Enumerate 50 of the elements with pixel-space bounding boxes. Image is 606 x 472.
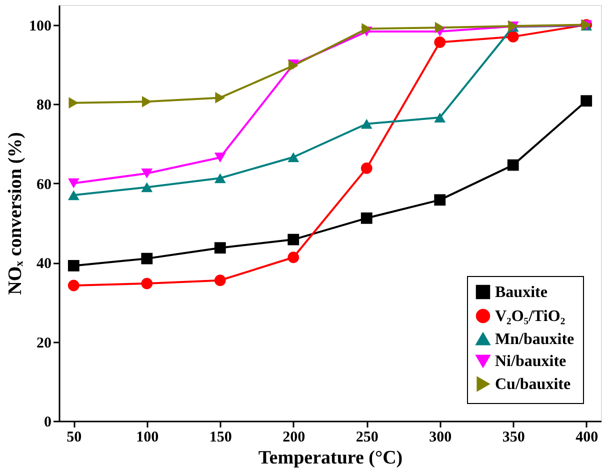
y-tick-label: 80 (36, 98, 52, 114)
legend-label: V₂O₅/TiO₂ (495, 308, 566, 325)
point (288, 152, 300, 162)
x-tick-label: 150 (209, 430, 232, 446)
x-axis-title: Temperature (°C) (258, 448, 403, 468)
y-tick-label: 0 (44, 414, 52, 430)
point (141, 252, 153, 264)
legend-label: Cu/bauxite (495, 376, 571, 393)
point (215, 92, 226, 104)
legend-label: Mn/bauxite (495, 331, 574, 348)
x-tick-label: 400 (576, 430, 598, 446)
point (360, 118, 372, 129)
point (68, 280, 80, 292)
x-tick-label: 300 (429, 430, 452, 446)
point (141, 182, 153, 192)
point (68, 97, 79, 109)
y-tick-label: 20 (36, 335, 52, 352)
point (434, 194, 446, 206)
point (507, 31, 519, 42)
y-axis-title: NOₓ conversion (%) (5, 132, 26, 295)
point (141, 168, 153, 178)
legend-label: Ni/bauxite (495, 353, 566, 370)
point (214, 152, 226, 162)
point (68, 260, 80, 272)
y-tick-label: 40 (36, 256, 52, 272)
x-tick-label: 250 (356, 430, 378, 446)
point (360, 162, 372, 174)
x-tick-label: 200 (282, 430, 306, 446)
point (580, 95, 592, 107)
x-tick-label: 100 (136, 430, 159, 446)
point (362, 23, 372, 34)
point (288, 252, 300, 264)
legend-label: Bauxite (495, 284, 548, 301)
point (68, 190, 80, 200)
point (214, 274, 226, 286)
y-tick-label: 100 (29, 18, 52, 34)
y-tick-label: 60 (36, 176, 52, 193)
point (288, 234, 300, 246)
x-tick-label: 350 (502, 430, 525, 446)
point (434, 36, 446, 48)
point (142, 96, 152, 108)
point (141, 278, 153, 290)
point (214, 242, 226, 254)
point (434, 112, 446, 122)
point (68, 178, 80, 188)
point (360, 212, 372, 224)
point (214, 173, 226, 184)
point (507, 159, 519, 171)
point (434, 22, 445, 34)
x-tick-label: 50 (66, 430, 82, 446)
